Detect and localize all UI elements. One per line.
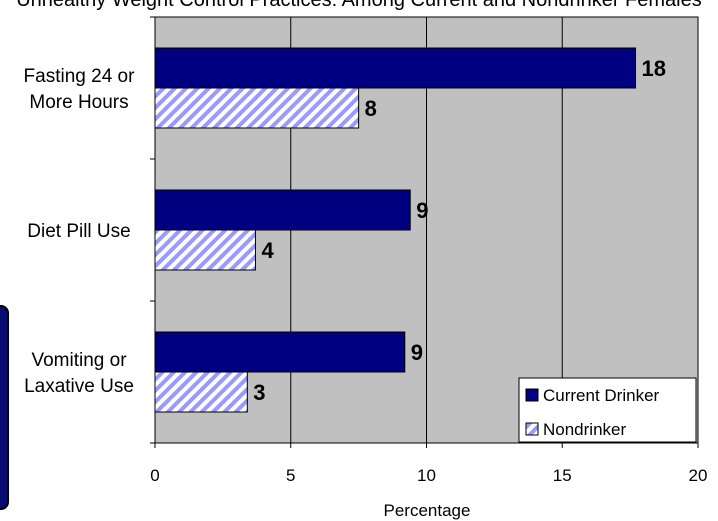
legend-box bbox=[518, 377, 697, 443]
data-label: 9 bbox=[411, 340, 423, 365]
side-decoration bbox=[0, 305, 9, 510]
data-label: 9 bbox=[416, 198, 428, 223]
chart-title-fragment: Unhealthy Weight Control Practices: Amon… bbox=[16, 0, 702, 11]
legend-swatch-nondrinker bbox=[525, 422, 539, 436]
bar-nondrinker bbox=[154, 229, 256, 271]
bar-current-drinker bbox=[154, 47, 637, 89]
category-label: Diet Pill Use bbox=[27, 221, 130, 242]
bar-nondrinker bbox=[154, 87, 360, 129]
labels: 0 5 10 15 20 18 8 Fasting 24 or More Hours 9 4 Diet… bbox=[24, 56, 708, 485]
bars bbox=[154, 47, 637, 413]
bar-nondrinker bbox=[154, 371, 248, 413]
data-label: 18 bbox=[642, 56, 666, 81]
x-tick-label: 10 bbox=[417, 466, 436, 485]
legend-label-current-drinker: Current Drinker bbox=[543, 386, 660, 405]
legend-swatch-current-drinker bbox=[525, 388, 539, 402]
x-axis-title: Percentage bbox=[384, 501, 471, 520]
bar-current-drinker bbox=[154, 331, 406, 373]
x-tick-label: 0 bbox=[150, 466, 159, 485]
x-tick-label: 20 bbox=[689, 466, 708, 485]
legend-label-nondrinker: Nondrinker bbox=[543, 420, 626, 439]
category-label: Fasting 24 or More Hours bbox=[24, 66, 136, 113]
category-label: Vomiting or Laxative Use bbox=[24, 350, 134, 397]
x-tick-label: 5 bbox=[286, 466, 295, 485]
data-label: 3 bbox=[253, 380, 265, 405]
legend: Current Drinker Nondrinker bbox=[518, 377, 697, 443]
bar-current-drinker bbox=[154, 189, 411, 231]
data-label: 8 bbox=[365, 96, 377, 121]
data-label: 4 bbox=[261, 238, 274, 263]
x-tick-label: 15 bbox=[553, 466, 572, 485]
